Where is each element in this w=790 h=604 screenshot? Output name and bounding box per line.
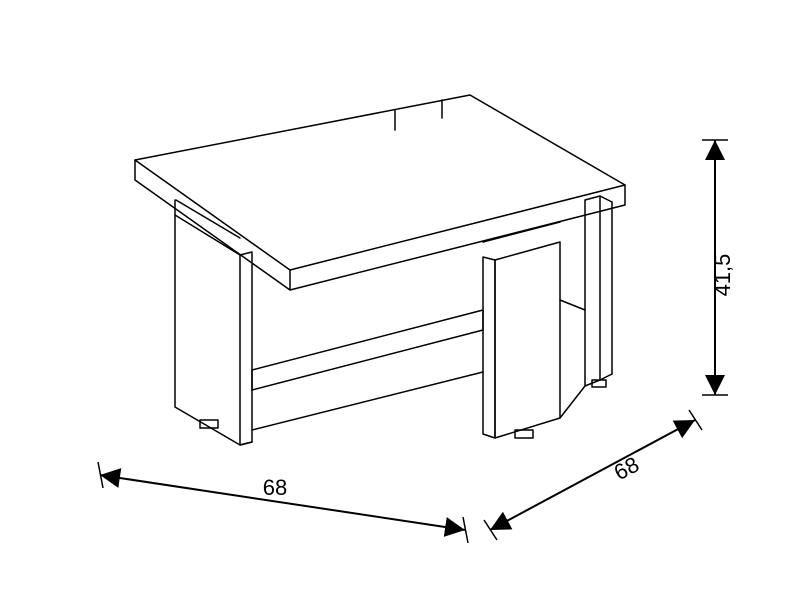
dimension-height: 41,5: [702, 140, 735, 395]
dimension-width: 68: [98, 462, 468, 543]
table-outline: [135, 95, 625, 445]
dimension-depth-label: 68: [610, 452, 643, 486]
dimension-width-label: 68: [263, 475, 287, 500]
dimension-height-label: 41,5: [710, 254, 735, 297]
technical-drawing: 68 68 41,5: [0, 0, 790, 604]
